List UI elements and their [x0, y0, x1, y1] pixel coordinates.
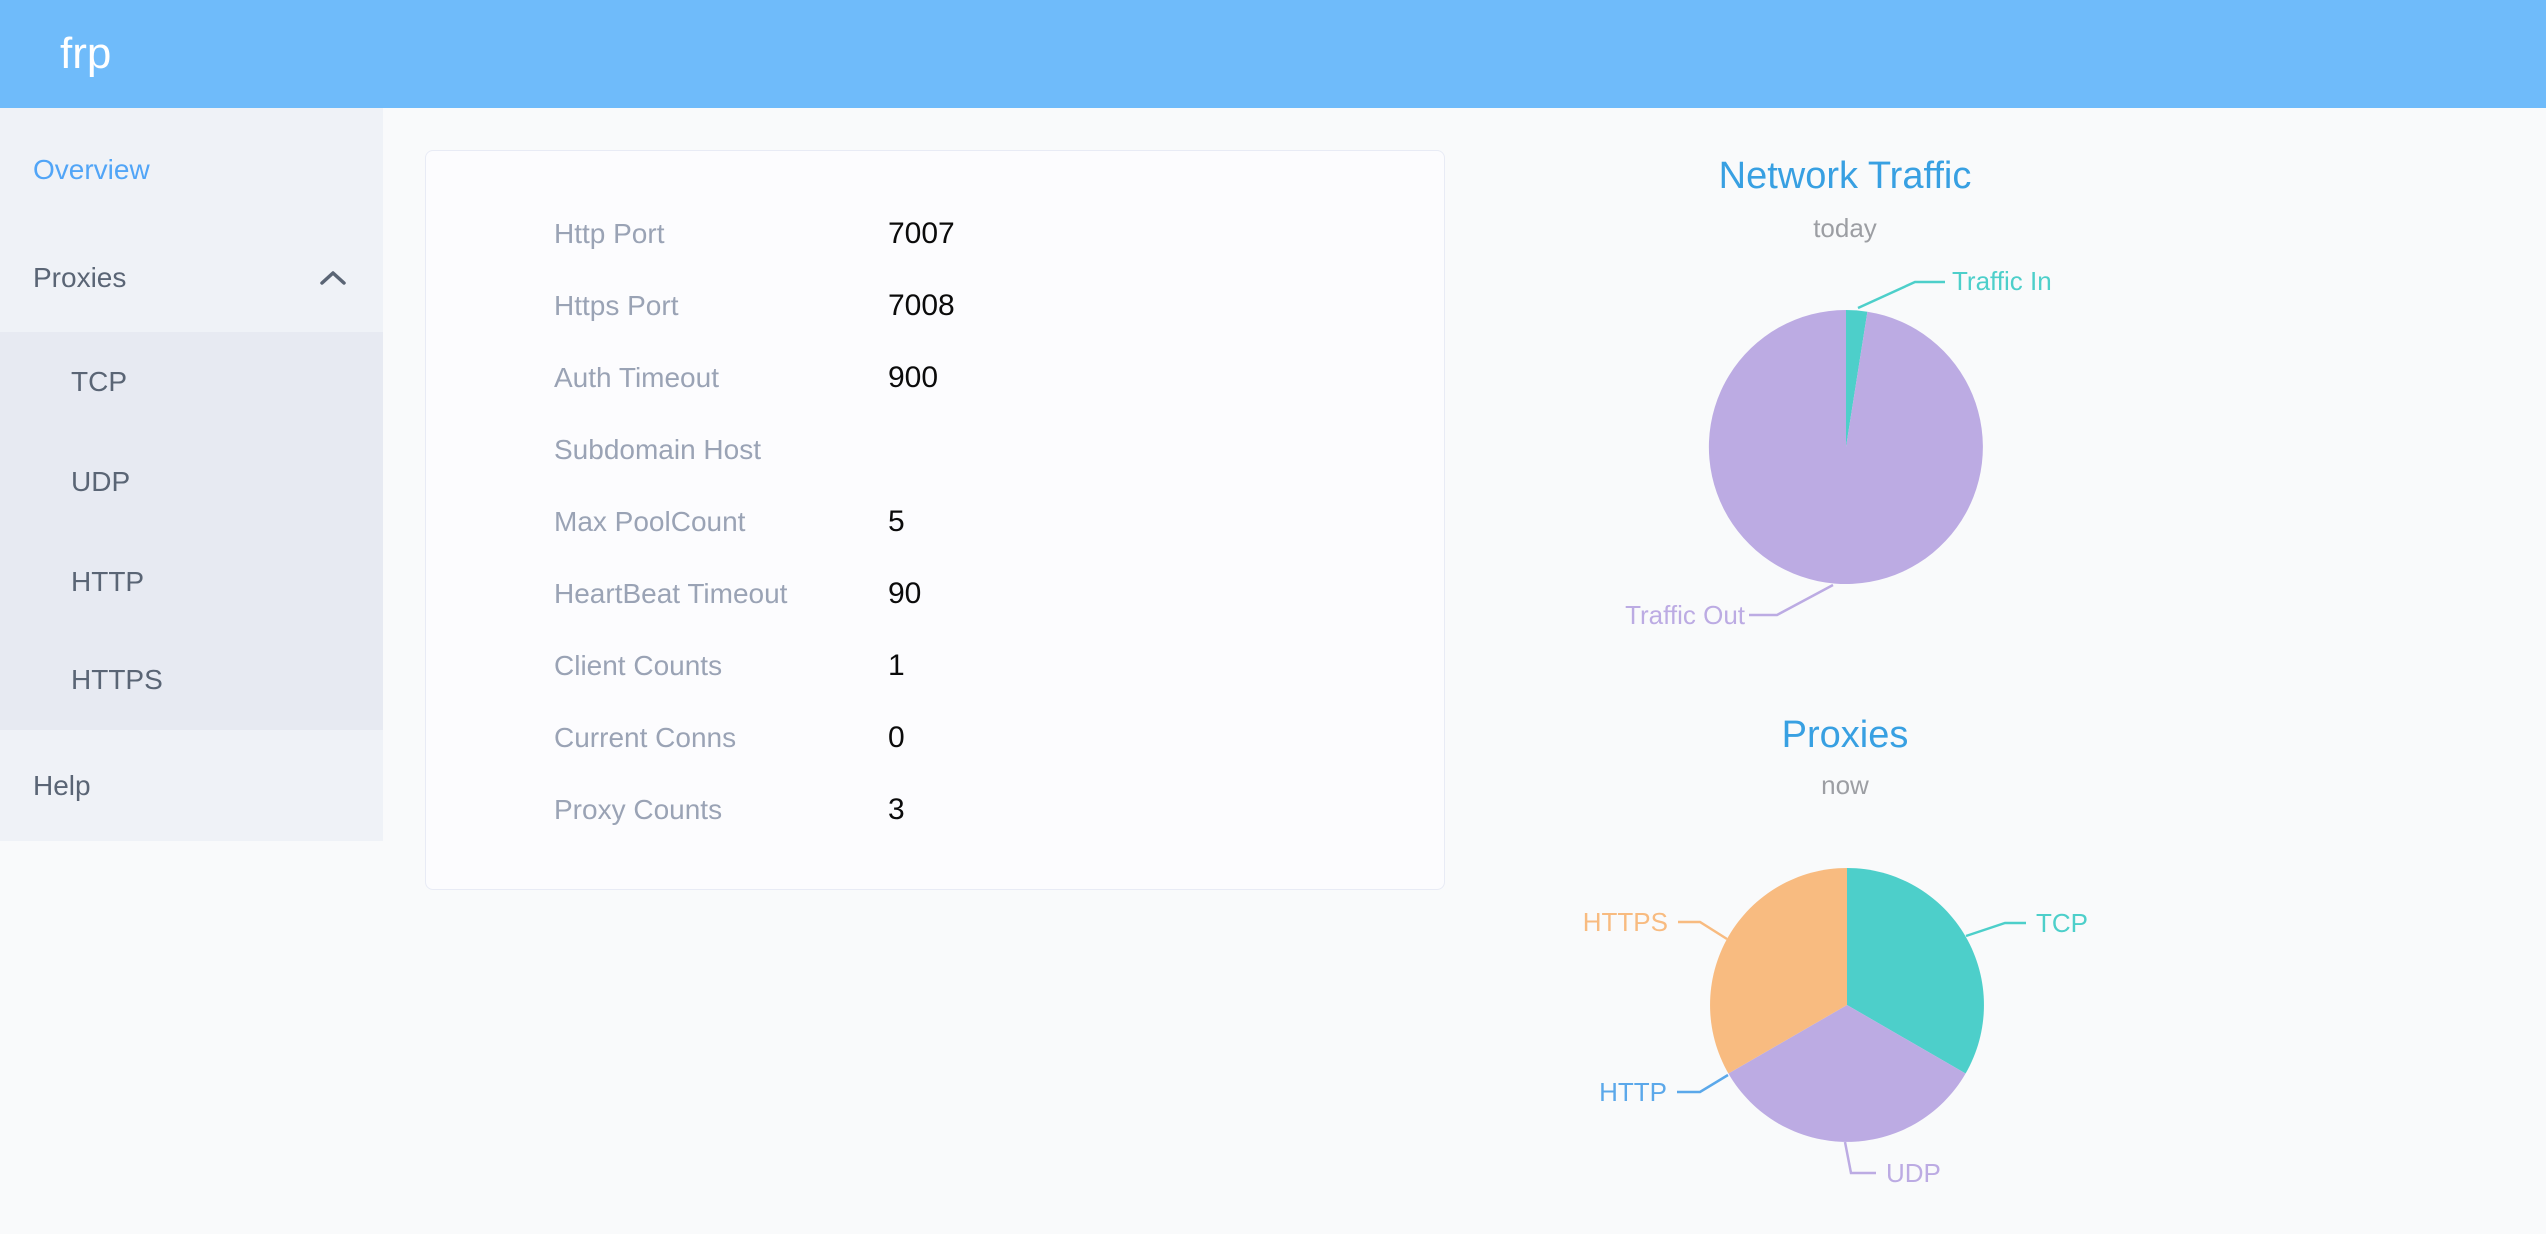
config-label: Https Port [554, 290, 679, 321]
sidebar-item-label: TCP [71, 366, 127, 397]
config-value: 0 [888, 721, 905, 754]
pie-label-http: HTTP [1599, 1077, 1667, 1107]
header-bar: frp [0, 0, 2546, 108]
network-traffic-subtitle: today [1813, 213, 1877, 243]
config-value: 90 [888, 577, 922, 610]
pie-slices[interactable] [1710, 868, 1984, 1142]
sidebar-item-overview[interactable]: Overview [0, 116, 383, 224]
sidebar-item-label: Help [33, 769, 91, 801]
config-label: Http Port [554, 218, 665, 249]
config-label: Max PoolCount [554, 506, 746, 537]
pie-label-https: HTTPS [1583, 907, 1668, 937]
config-value: 3 [888, 793, 905, 826]
config-row: Current Conns 0 [426, 702, 1444, 774]
sidebar-item-label: Overview [33, 154, 150, 185]
sidebar-item-help[interactable]: Help [0, 730, 383, 841]
chevron-up-icon [320, 271, 346, 285]
proxies-submenu: TCP UDP HTTP HTTPS [0, 332, 383, 730]
config-label: Auth Timeout [554, 362, 719, 393]
config-row: Max PoolCount 5 [426, 486, 1444, 558]
proxies-pie-chart: TCP UDP HTTP HTTPS [1583, 868, 2088, 1188]
config-row: HeartBeat Timeout 90 [426, 558, 1444, 630]
sidebar-item-label: HTTPS [71, 664, 163, 695]
sidebar-item-https[interactable]: HTTPS [0, 630, 383, 730]
pie-label-udp: UDP [1886, 1158, 1941, 1188]
config-row: Proxy Counts 3 [426, 774, 1444, 846]
sidebar-item-tcp[interactable]: TCP [0, 332, 383, 432]
pie-label-traffic-in: Traffic In [1952, 266, 2052, 296]
config-value: 900 [888, 361, 939, 394]
config-value: 1 [888, 649, 905, 682]
pie-label-traffic-out: Traffic Out [1625, 600, 1746, 630]
config-label: Client Counts [554, 650, 723, 681]
proxies-title: Proxies [1781, 714, 1909, 756]
network-traffic-title: Network Traffic [1718, 155, 1972, 197]
config-label: Current Conns [554, 722, 737, 753]
config-label: Subdomain Host [554, 434, 762, 465]
sidebar-item-label: HTTP [71, 566, 145, 597]
sidebar-item-label: Proxies [33, 262, 127, 293]
config-label: HeartBeat Timeout [554, 578, 788, 609]
server-config-card: Http Port 7007 Https Port 7008 Auth Time… [425, 150, 1445, 890]
leader-lines [1749, 280, 1945, 617]
sidebar-item-udp[interactable]: UDP [0, 432, 383, 532]
config-row: Client Counts 1 [426, 630, 1444, 702]
network-traffic-pie-chart: Traffic In Traffic Out [1625, 266, 2052, 630]
config-row: Subdomain Host [426, 414, 1444, 486]
config-label: Proxy Counts [554, 794, 723, 825]
sidebar: Overview Proxies TCP UDP HTTP HTTPS Help [0, 108, 383, 841]
config-value: 5 [888, 505, 905, 538]
leader-lines [1677, 920, 2026, 1175]
config-row: Http Port 7007 [426, 198, 1444, 270]
proxies-subtitle: now [1821, 770, 1869, 800]
frp-logo: frp [60, 29, 112, 78]
sidebar-item-label: UDP [71, 466, 131, 497]
pie-label-tcp: TCP [2036, 908, 2088, 938]
sidebar-item-proxies[interactable]: Proxies [0, 224, 383, 332]
config-value: 7008 [888, 289, 955, 322]
config-value: 7007 [888, 217, 955, 250]
config-row: Https Port 7008 [426, 270, 1444, 342]
sidebar-item-http[interactable]: HTTP [0, 532, 383, 632]
pie-slices[interactable] [1708, 309, 1983, 584]
config-row: Auth Timeout 900 [426, 342, 1444, 414]
